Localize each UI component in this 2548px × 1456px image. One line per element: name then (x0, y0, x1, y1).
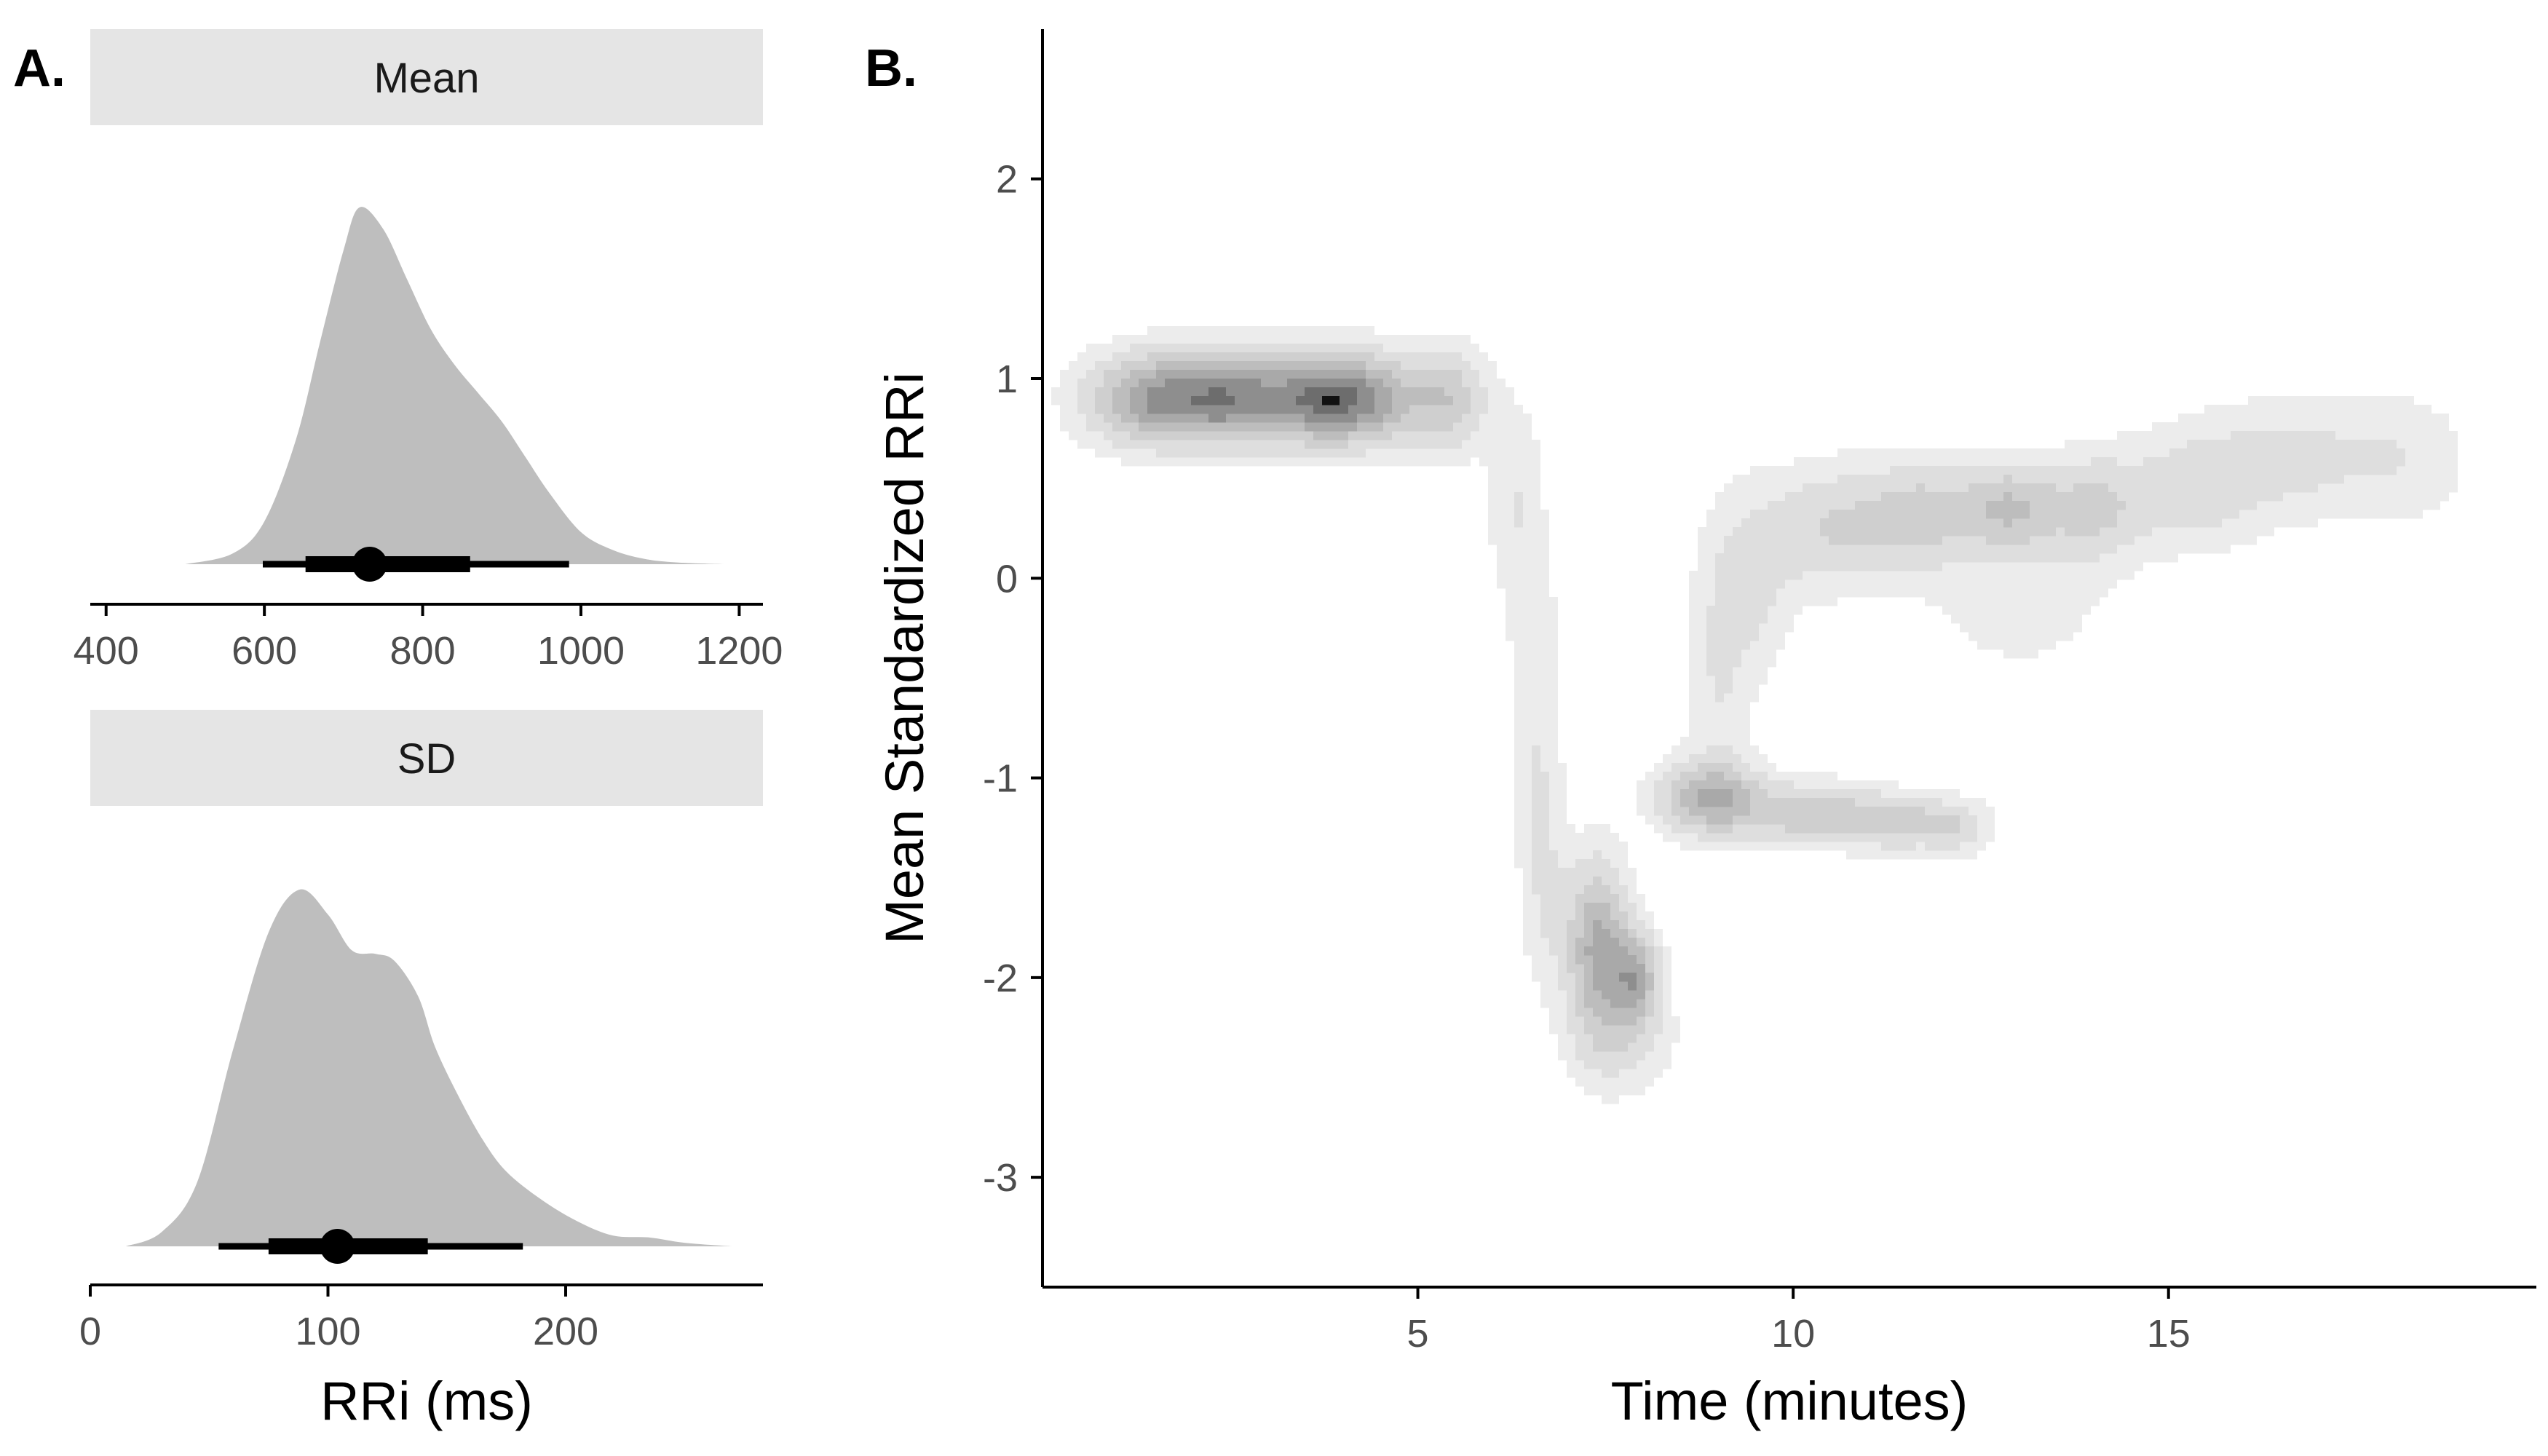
x-tick-label: 10 (1771, 1312, 1815, 1356)
x-axis-title-a: RRi (ms) (320, 1371, 533, 1431)
y-axis-title-b: Mean Standardized RRi (874, 372, 935, 944)
x-tick-label: 15 (2147, 1312, 2191, 1356)
contour-density (1051, 326, 2458, 1104)
panel-a-sd: SD 0 100 200 RRi (ms) (79, 710, 763, 1431)
panel-a-label: A. (13, 39, 66, 98)
contour-level-3 (1095, 352, 2126, 1052)
x-tick-label: 5 (1407, 1312, 1429, 1356)
facet-strip-mean-label: Mean (373, 55, 479, 102)
y-tick-label: 0 (996, 557, 1018, 601)
y-tick-label: -1 (983, 757, 1018, 801)
panel-b: 5 10 15 -3 -2 -1 0 1 2 Time (minutes) Mean Stand… (874, 29, 2536, 1431)
x-tick-label: 400 (74, 629, 139, 673)
point-estimate-mean (352, 547, 387, 582)
x-tick-label: 0 (79, 1310, 101, 1353)
contour-level-7 (1191, 387, 1357, 414)
point-estimate-sd (320, 1229, 355, 1264)
x-tick-label: 1200 (695, 629, 783, 673)
y-tick-label: 1 (996, 357, 1018, 401)
panel-b-label: B. (865, 39, 917, 98)
x-tick-label: 1000 (537, 629, 625, 673)
density-area-mean (185, 207, 724, 564)
facet-strip-sd-label: SD (397, 735, 456, 783)
contour-level-8 (1322, 396, 1340, 405)
panel-a-mean: Mean 400 600 800 1000 1200 (74, 29, 783, 673)
x-axis-title-b: Time (minutes) (1611, 1371, 1969, 1431)
y-tick-label: -3 (983, 1156, 1018, 1200)
density-area-sd (125, 889, 732, 1246)
x-tick-label: 200 (533, 1310, 598, 1353)
y-tick-label: -2 (983, 957, 1018, 1000)
x-tick-label: 600 (232, 629, 297, 673)
contour-level-4 (1112, 361, 2030, 1026)
x-tick-label: 800 (390, 629, 456, 673)
x-tick-label: 100 (295, 1310, 360, 1353)
facet-strip-sd (90, 710, 763, 806)
y-tick-label: 2 (996, 158, 1018, 202)
facet-strip-mean (90, 29, 763, 125)
